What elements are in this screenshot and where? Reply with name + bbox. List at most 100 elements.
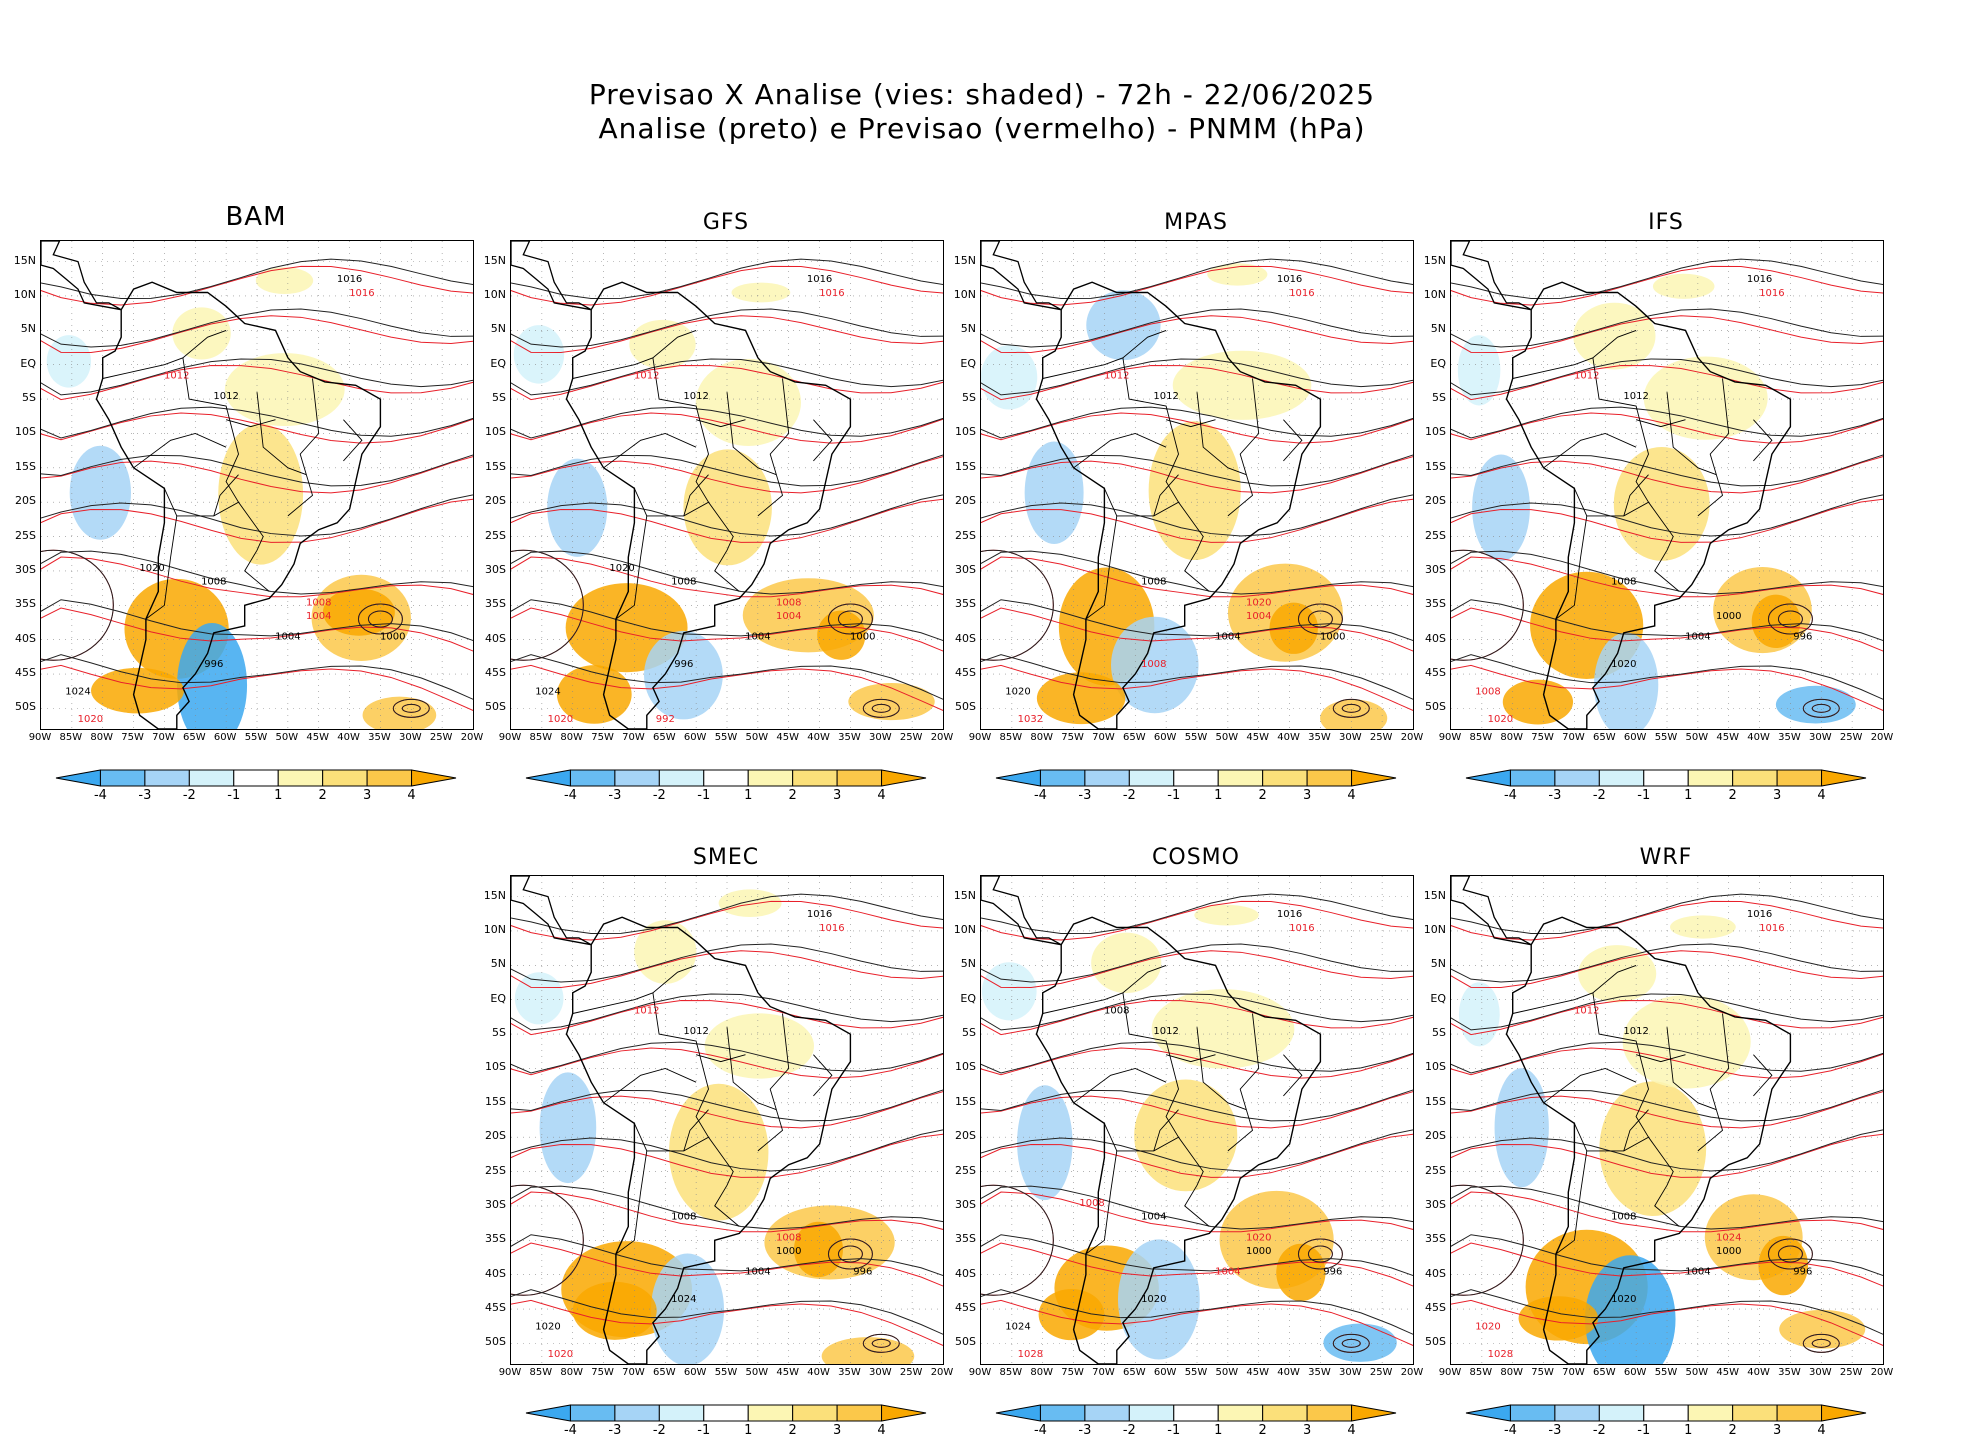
- longitude-tick-label: 45W: [776, 1367, 800, 1378]
- isobar-label: 1008: [776, 597, 801, 608]
- latitude-tick-label: 30S: [485, 1197, 506, 1211]
- longitude-tick-label: 65W: [182, 732, 206, 743]
- longitude-tick-label: 90W: [1438, 1367, 1462, 1378]
- latitude-tick-label: 10S: [955, 425, 976, 439]
- latitude-tick-label: 50S: [485, 700, 506, 714]
- colorbar-swatch: [1776, 769, 1823, 787]
- isobar-label: 1004: [1246, 611, 1271, 622]
- figure-title: Previsao X Analise (vies: shaded) - 72h …: [588, 78, 1376, 111]
- isobar-label: 1016: [1289, 288, 1314, 299]
- isobar: [511, 599, 943, 642]
- longitude-tick-label: 65W: [1592, 732, 1616, 743]
- isobar: [511, 1191, 943, 1233]
- isobar: [511, 406, 943, 439]
- longitude-tick-label: 35W: [838, 732, 861, 743]
- colorbar-label: 1: [744, 1423, 753, 1438]
- country-border: [1227, 1013, 1260, 1152]
- colorbar-label: 1: [1684, 1423, 1693, 1438]
- isobar-label: 1012: [1623, 391, 1648, 402]
- isobar: [41, 406, 473, 439]
- latitude-tick-label: 5N: [20, 322, 36, 336]
- isobar: [511, 358, 943, 396]
- isobar: [511, 498, 943, 543]
- latitude-tick-label: 5N: [490, 322, 506, 336]
- colorbar-label: 4: [1817, 1423, 1826, 1438]
- panel-title: BAM: [225, 202, 287, 232]
- isobar: [511, 1289, 943, 1335]
- country-border: [1103, 1123, 1210, 1227]
- isobar: [511, 664, 943, 712]
- country-border: [102, 329, 227, 379]
- colorbar-label: -4: [1503, 788, 1517, 803]
- colorbar-swatch: [747, 769, 794, 787]
- isobar: [981, 1047, 1413, 1079]
- isobar-label: 1016: [819, 288, 844, 299]
- longitude-tick-label: 80W: [560, 1367, 584, 1378]
- longitude-tick-label: 85W: [999, 1367, 1023, 1378]
- colorbar-swatch: [881, 1404, 927, 1422]
- colorbar-label: 4: [877, 788, 886, 803]
- isobar: [511, 258, 943, 299]
- country-border: [615, 515, 648, 620]
- isobar: [981, 1091, 1413, 1129]
- bias-shading: [1613, 446, 1710, 561]
- isobar-label: 1016: [1747, 274, 1772, 285]
- longitude-tick-label: 60W: [1153, 1367, 1177, 1378]
- latitude-tick-label: 50S: [1425, 700, 1446, 714]
- colorbar-label: -2: [1122, 1423, 1136, 1438]
- isobar-label: 1008: [1079, 1198, 1104, 1209]
- bias-shading: [1320, 699, 1388, 729]
- longitude-tick-label: 70W: [1092, 732, 1115, 743]
- longitude-tick-label: 65W: [1122, 732, 1146, 743]
- isobar-label: 1016: [807, 909, 832, 920]
- country-border: [163, 488, 270, 592]
- latitude-tick-label: 35S: [485, 597, 506, 611]
- latitude-tick-label: 10S: [15, 425, 36, 439]
- country-border: [1623, 474, 1649, 517]
- isobar-label: 1016: [807, 274, 832, 285]
- latitude-tick-label: 5N: [490, 957, 506, 971]
- isobar: [41, 498, 473, 543]
- longitude-tick-label: 90W: [1438, 732, 1462, 743]
- colorbar-label: -3: [1548, 1423, 1562, 1438]
- coastline: [981, 241, 1062, 311]
- colorbar-swatch: [322, 769, 368, 787]
- latitude-tick-label: 15N: [1423, 253, 1446, 267]
- colorbar-label: 3: [832, 1423, 842, 1438]
- coastline: [1035, 281, 1322, 729]
- isobar-label: 1024: [65, 687, 90, 698]
- isobar: [981, 993, 1413, 1031]
- isobar: [981, 454, 1413, 487]
- latitude-tick-label: 10N: [953, 922, 976, 936]
- isobar: [981, 550, 1413, 595]
- longitude-tick-label: 75W: [1061, 1367, 1084, 1378]
- latitude-tick-label: 30S: [15, 562, 36, 576]
- latitude-tick-label: 45S: [485, 1301, 506, 1314]
- isobar: [511, 556, 943, 598]
- country-border: [1122, 357, 1179, 503]
- isobar-label: 1000: [1716, 611, 1741, 622]
- isobar: [1451, 654, 1883, 700]
- isobar: [981, 1299, 1413, 1347]
- colorbar-swatch: [658, 1404, 705, 1422]
- longitude-tick-label: 45W: [1716, 1367, 1740, 1378]
- colorbar-swatch: [277, 769, 324, 787]
- colorbar-swatch: [1465, 1404, 1511, 1422]
- isobar: [1451, 258, 1883, 299]
- latitude-tick-label: 10N: [1423, 287, 1446, 301]
- country-border: [182, 357, 239, 503]
- longitude-tick-label: 40W: [1747, 732, 1770, 743]
- colorbar-swatch: [1351, 769, 1397, 787]
- longitude-tick-label: 40W: [807, 1367, 830, 1378]
- isobar: [981, 358, 1413, 396]
- latitude-tick-label: 40S: [955, 1266, 976, 1280]
- isobar: [41, 258, 473, 299]
- longitude-tick-label: 50W: [1215, 732, 1239, 743]
- bias-shading: [1518, 1296, 1599, 1341]
- country-border: [615, 1150, 648, 1255]
- isobar-label: 1008: [1611, 577, 1636, 588]
- isobar: [1451, 1299, 1883, 1347]
- longitude-tick-label: 40W: [1277, 1367, 1300, 1378]
- latitude-tick-label: 30S: [485, 562, 506, 576]
- bias-shading: [224, 353, 345, 427]
